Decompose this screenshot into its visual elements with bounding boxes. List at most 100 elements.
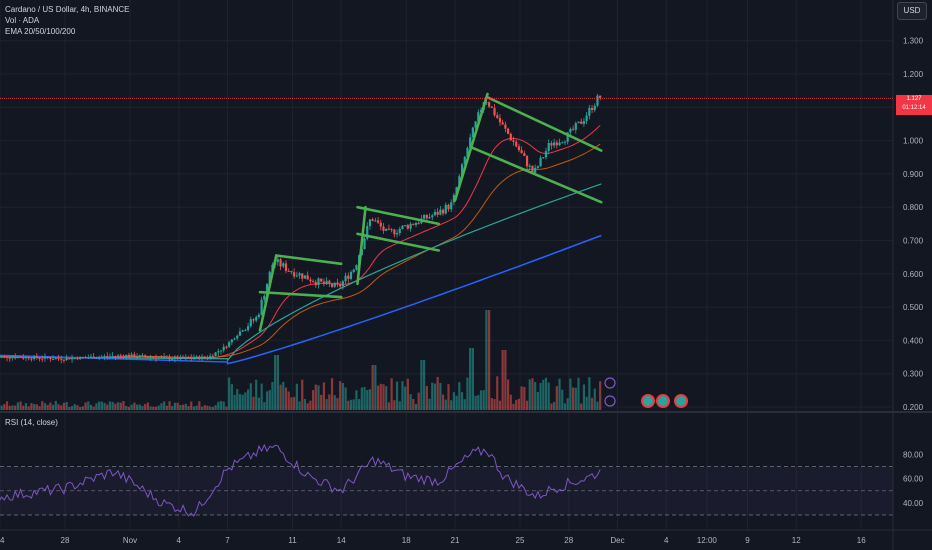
candle-body <box>98 357 101 359</box>
volume-bar <box>553 401 556 410</box>
candle-body <box>219 350 223 352</box>
ema-label[interactable]: EMA 20/50/100/200 <box>5 27 76 36</box>
candle-body <box>536 166 539 168</box>
volume-bar <box>311 390 315 410</box>
volume-bar <box>517 398 521 410</box>
volume-bar <box>293 397 296 410</box>
candle-body <box>11 357 14 359</box>
price-tick-label: 0.800 <box>903 203 924 212</box>
volume-bar <box>211 406 214 410</box>
volume-bar <box>46 404 49 410</box>
price-tick-label: 1.300 <box>903 37 924 46</box>
lightning-event-icon[interactable] <box>604 377 616 389</box>
rsi-label[interactable]: RSI (14, close) <box>5 418 58 427</box>
volume-bar <box>184 403 187 410</box>
volume-bar <box>244 392 247 410</box>
earnings-event-icon[interactable] <box>656 394 670 408</box>
candle-body <box>339 284 342 287</box>
volume-bar <box>490 398 493 410</box>
candle-body <box>222 346 225 351</box>
candle-body <box>336 282 339 285</box>
volume-label[interactable]: Vol · ADA <box>5 16 40 25</box>
price-tick-label: 0.500 <box>903 303 924 312</box>
candle-body <box>374 220 377 222</box>
lightning-event-icon[interactable] <box>604 395 616 407</box>
volume-bar <box>228 377 231 410</box>
time-tick-label: 18 <box>402 536 411 545</box>
candle-body <box>252 319 255 321</box>
candle-body <box>198 356 201 359</box>
candle-body <box>330 283 334 287</box>
time-tick-label: 14 <box>337 536 346 545</box>
ema50-line <box>0 143 601 358</box>
volume-bar <box>447 384 450 410</box>
flag-lower-line <box>356 232 441 252</box>
candle-body <box>154 357 158 359</box>
volume-bar <box>450 400 453 410</box>
candlesticks <box>0 93 602 364</box>
flag-pole-line <box>258 254 278 332</box>
candle-body <box>279 259 282 267</box>
currency-button[interactable]: USD <box>897 2 927 20</box>
volume-bar <box>98 401 101 410</box>
candle-body <box>314 282 317 286</box>
candle-body <box>187 357 190 359</box>
volume-bar <box>406 378 409 410</box>
volume-bar <box>382 384 385 410</box>
rsi-line <box>0 443 601 517</box>
candle-body <box>563 141 567 143</box>
candle-body <box>428 217 431 219</box>
volume-bar <box>165 405 168 410</box>
volume-bar <box>22 405 25 410</box>
price-grid <box>0 0 893 530</box>
candle-body <box>523 153 526 157</box>
volume-bar <box>509 394 512 410</box>
volume-bar <box>368 389 372 410</box>
candle-body <box>585 115 588 122</box>
volume-bar <box>219 401 223 410</box>
candle-body <box>366 226 369 239</box>
candle-body <box>371 219 374 221</box>
candle-body <box>122 355 125 357</box>
candle-body <box>534 167 537 173</box>
volume-bar <box>355 390 358 410</box>
volume-bar <box>412 398 415 410</box>
candle-body <box>282 263 285 267</box>
candle-body <box>317 278 320 286</box>
candle-body <box>553 142 556 146</box>
candle-body <box>320 278 323 282</box>
volume-bar <box>103 402 106 410</box>
candle-body <box>460 164 464 177</box>
volume-bar <box>585 396 588 410</box>
candle-body <box>379 222 382 227</box>
candle-body <box>485 102 488 104</box>
candle-body <box>211 355 214 357</box>
volume-bar <box>498 400 502 410</box>
volume-bar <box>11 405 14 410</box>
candle-body <box>528 165 531 167</box>
candle-body <box>311 281 315 283</box>
candle-body <box>401 225 404 229</box>
price-tick-label: 0.700 <box>903 237 924 246</box>
volume-bar <box>298 401 301 410</box>
earnings-event-icon[interactable] <box>641 394 655 408</box>
earnings-event-icon[interactable] <box>674 394 688 408</box>
volume-bar <box>347 400 350 410</box>
candle-body <box>22 357 25 359</box>
volume-bar <box>295 383 298 410</box>
volume-bar <box>341 382 344 410</box>
volume-bar <box>444 399 447 410</box>
candle-body <box>192 357 196 359</box>
candle-body <box>463 156 466 165</box>
symbol-title[interactable]: Cardano / US Dollar, 4h, BINANCE <box>5 5 130 14</box>
volume-bar <box>479 390 483 410</box>
candle-body <box>452 194 456 203</box>
volume-bar <box>30 403 33 410</box>
volume-bar <box>271 381 274 410</box>
volume-bar <box>206 405 209 410</box>
volume-bar <box>320 394 323 410</box>
candle-body <box>163 356 166 358</box>
event-markers[interactable] <box>604 377 688 408</box>
volume-bar <box>181 404 185 410</box>
